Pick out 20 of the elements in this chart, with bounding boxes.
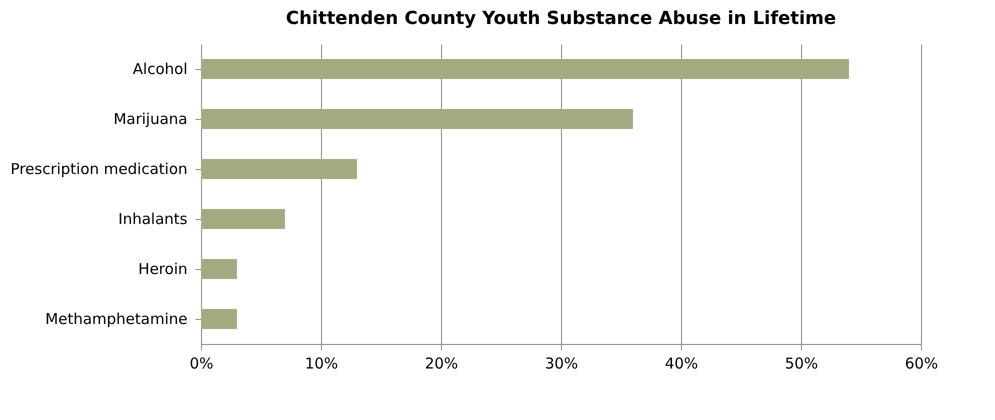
- x-tick-label: 50%: [784, 354, 818, 372]
- x-tick-label: 60%: [904, 354, 938, 372]
- x-tick-label: 40%: [664, 354, 698, 372]
- x-tick-label: 0%: [190, 354, 214, 372]
- y-tick-label: Alcohol: [132, 60, 188, 78]
- y-tick-label: Inhalants: [118, 210, 188, 228]
- y-tick-label: Heroin: [138, 260, 188, 278]
- bar: [201, 109, 633, 129]
- x-tick-label: 30%: [544, 354, 578, 372]
- bar: [201, 259, 237, 279]
- x-tick-label: 20%: [424, 354, 458, 372]
- y-tick-label: Marijuana: [113, 110, 188, 128]
- chart-title: Chittenden County Youth Substance Abuse in Lifetime: [286, 8, 836, 29]
- y-tick-label: Methamphetamine: [45, 310, 188, 328]
- bar: [201, 309, 237, 329]
- bar: [201, 209, 285, 229]
- bar: [201, 159, 357, 179]
- bar: [201, 59, 849, 79]
- x-tick-label: 10%: [304, 354, 338, 372]
- y-tick-label: Prescription medication: [10, 160, 188, 178]
